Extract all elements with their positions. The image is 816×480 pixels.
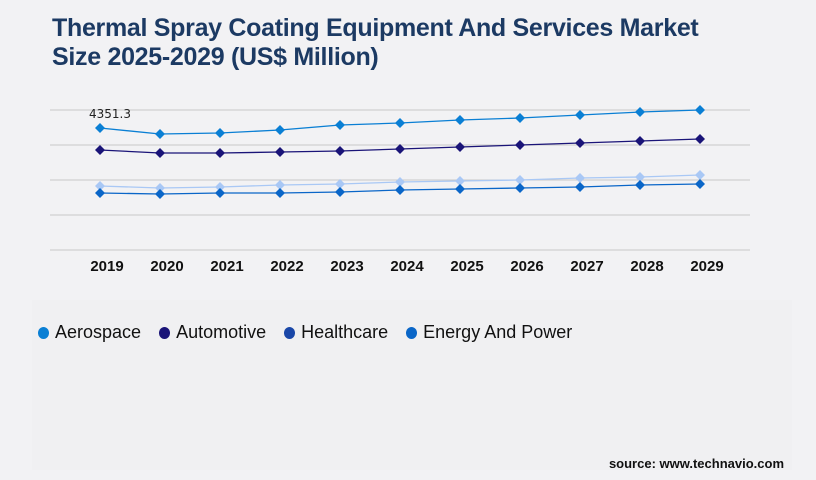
- data-point: [515, 182, 525, 193]
- x-tick-label: 2020: [150, 258, 183, 275]
- data-point: [215, 128, 225, 139]
- data-point: [635, 136, 645, 147]
- legend-marker-icon: [38, 326, 49, 339]
- x-tick-label: 2027: [570, 258, 603, 275]
- data-point: [95, 123, 105, 134]
- data-point: [155, 128, 165, 139]
- data-point: [275, 146, 285, 157]
- data-point: [515, 140, 525, 151]
- data-point: [215, 188, 225, 199]
- x-tick-label: 2028: [630, 258, 663, 275]
- data-point: [95, 180, 105, 191]
- x-tick-label: 2019: [90, 258, 123, 275]
- data-point: [275, 188, 285, 199]
- data-point: [335, 146, 345, 157]
- data-point: [155, 182, 165, 193]
- data-point: [515, 113, 525, 124]
- data-point: [575, 137, 585, 148]
- x-tick-label: 2022: [270, 258, 303, 275]
- line-chart: 2019 2020 2021 2022 2023 2024 2025 2026 2027 2028…: [50, 105, 750, 275]
- data-point: [335, 186, 345, 197]
- data-label: 4351.3: [89, 107, 131, 121]
- legend-label: Energy And Power: [423, 322, 573, 342]
- data-point: [635, 172, 645, 183]
- data-point: [335, 179, 345, 190]
- data-point: [215, 148, 225, 159]
- legend-label: Healthcare: [301, 322, 389, 342]
- data-point: [455, 183, 465, 194]
- data-point: [395, 185, 405, 196]
- legend-item: Aerospace: [38, 322, 141, 343]
- x-tick-label: 2026: [510, 258, 543, 275]
- legend-label: Automotive: [176, 322, 267, 342]
- data-point: [695, 179, 705, 190]
- data-point: [575, 182, 585, 193]
- legend-item: Healthcare: [284, 322, 388, 343]
- legend-marker-icon: [284, 326, 296, 339]
- source-note: source: www.technavio.com: [608, 456, 784, 471]
- data-point: [515, 175, 525, 185]
- x-tick-label: 2025: [450, 258, 483, 275]
- data-point: [275, 179, 285, 190]
- data-point: [635, 107, 645, 118]
- data-point: [635, 179, 645, 190]
- x-tick-label: 2023: [330, 258, 363, 275]
- data-point: [395, 143, 405, 154]
- data-point: [455, 142, 465, 153]
- data-point: [455, 176, 465, 187]
- data-point: [275, 125, 285, 136]
- legend-marker-icon: [406, 326, 418, 339]
- x-tick-label: 2024: [390, 258, 424, 275]
- legend-item: Automotive: [159, 322, 266, 343]
- data-point: [395, 176, 405, 187]
- data-point: [95, 188, 105, 199]
- data-point: [395, 118, 405, 129]
- data-point: [455, 115, 465, 126]
- data-point: [695, 170, 705, 181]
- chart-title: Thermal Spray Coating Equipment And Serv…: [52, 14, 699, 71]
- x-tick-label: 2029: [690, 258, 723, 275]
- data-point: [335, 119, 345, 130]
- data-point: [575, 110, 585, 121]
- legend-marker-icon: [159, 326, 171, 339]
- legend-label: Aerospace: [55, 322, 142, 342]
- data-point: [155, 188, 165, 199]
- data-point: [575, 173, 585, 184]
- data-point: [155, 148, 165, 159]
- data-point: [695, 134, 705, 145]
- data-point: [695, 105, 705, 115]
- data-point: [215, 182, 225, 193]
- x-tick-label: 2021: [210, 258, 243, 275]
- data-point: [95, 145, 105, 156]
- legend: Aerospace Automotive Healthcare Energy And …: [38, 322, 572, 343]
- legend-item: Energy And Power: [406, 322, 572, 343]
